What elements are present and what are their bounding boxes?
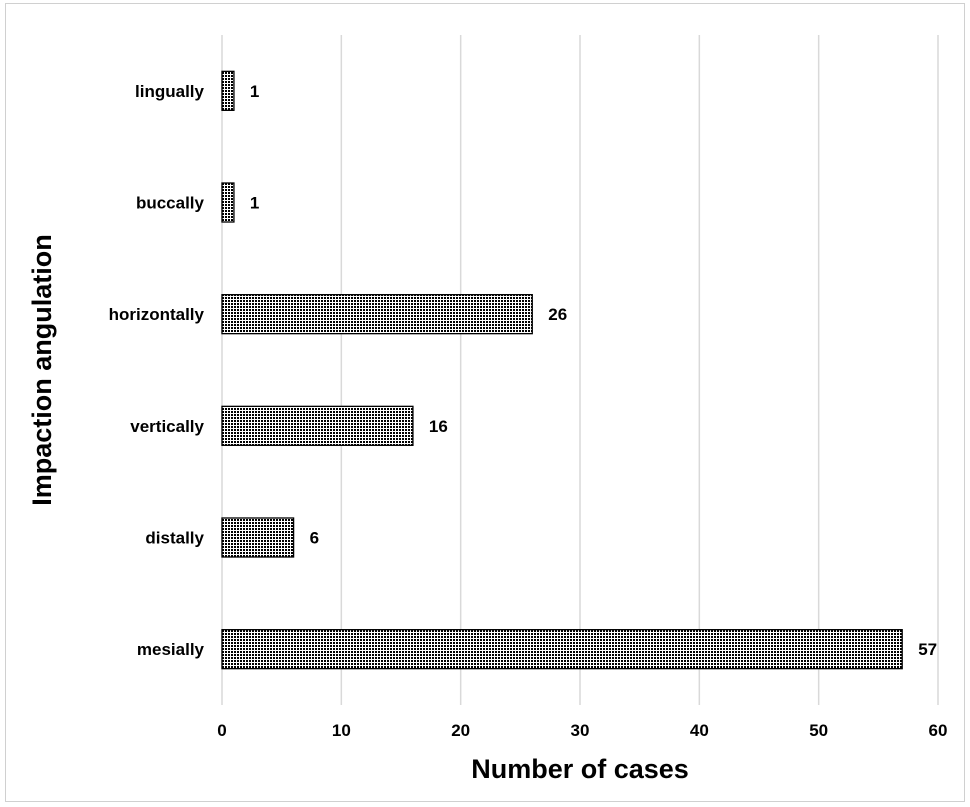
- bar-distally: [221, 517, 295, 558]
- y-category-label: mesially: [137, 640, 205, 659]
- bar-buccally: [221, 182, 235, 223]
- y-category-label: vertically: [130, 417, 204, 436]
- y-axis-title: Impaction angulation: [27, 234, 57, 506]
- y-category-label: horizontally: [109, 305, 205, 324]
- y-category-label: buccally: [136, 194, 205, 213]
- data-label-vertically: 16: [429, 417, 448, 436]
- data-label-mesially: 57: [918, 640, 937, 659]
- bars: [221, 70, 903, 670]
- bar-vertically: [221, 405, 414, 446]
- data-label-distally: 6: [310, 529, 319, 548]
- x-tick-label: 10: [332, 721, 351, 740]
- y-category-label: distally: [145, 529, 204, 548]
- x-tick-label: 40: [690, 721, 709, 740]
- x-tick-label: 0: [217, 721, 226, 740]
- x-tick-label: 30: [571, 721, 590, 740]
- data-label-lingually: 1: [250, 82, 259, 101]
- x-tick-label: 60: [929, 721, 948, 740]
- labels: 0 10 20 30 40 50 60 mesially 57 distally 6 vertical…: [109, 82, 948, 740]
- y-category-label: lingually: [135, 82, 205, 101]
- data-label-horizontally: 26: [548, 305, 567, 324]
- gridlines: [221, 35, 939, 705]
- x-axis-title: Number of cases: [471, 754, 689, 784]
- bar-horizontally: [221, 294, 533, 335]
- bar-mesially: [221, 629, 903, 670]
- data-label-buccally: 1: [250, 194, 259, 213]
- x-tick-label: 50: [809, 721, 828, 740]
- x-tick-label: 20: [451, 721, 470, 740]
- bar-lingually: [221, 70, 235, 111]
